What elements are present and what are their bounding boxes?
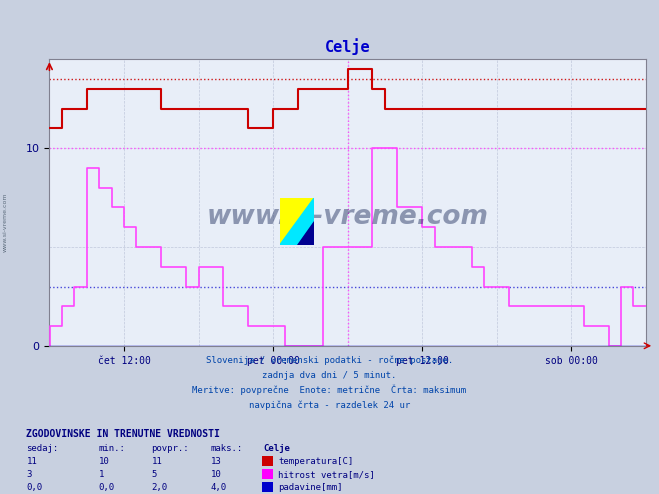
Text: navpična črta - razdelek 24 ur: navpična črta - razdelek 24 ur (249, 400, 410, 410)
Text: 3: 3 (26, 470, 32, 479)
Text: 5: 5 (152, 470, 157, 479)
Text: 11: 11 (152, 457, 162, 466)
Polygon shape (297, 221, 314, 245)
Text: hitrost vetra[m/s]: hitrost vetra[m/s] (278, 470, 375, 479)
Text: 0,0: 0,0 (26, 483, 42, 492)
Text: 0,0: 0,0 (99, 483, 115, 492)
Text: padavine[mm]: padavine[mm] (278, 483, 343, 492)
Text: temperatura[C]: temperatura[C] (278, 457, 353, 466)
Title: Celje: Celje (325, 39, 370, 55)
Text: Meritve: povprečne  Enote: metrične  Črta: maksimum: Meritve: povprečne Enote: metrične Črta:… (192, 384, 467, 395)
Text: 13: 13 (211, 457, 221, 466)
Text: Slovenija / vremenski podatki - ročne postaje.: Slovenija / vremenski podatki - ročne po… (206, 356, 453, 365)
Text: www.si-vreme.com: www.si-vreme.com (207, 204, 488, 230)
Polygon shape (280, 198, 314, 245)
Text: maks.:: maks.: (211, 444, 243, 453)
Text: min.:: min.: (99, 444, 126, 453)
Text: ZGODOVINSKE IN TRENUTNE VREDNOSTI: ZGODOVINSKE IN TRENUTNE VREDNOSTI (26, 429, 220, 439)
Text: Celje: Celje (264, 444, 291, 453)
Text: zadnja dva dni / 5 minut.: zadnja dva dni / 5 minut. (262, 371, 397, 380)
Text: 10: 10 (211, 470, 221, 479)
Text: 10: 10 (99, 457, 109, 466)
Text: www.si-vreme.com: www.si-vreme.com (3, 193, 8, 252)
Text: povpr.:: povpr.: (152, 444, 189, 453)
Text: 1: 1 (99, 470, 104, 479)
Polygon shape (280, 198, 314, 245)
Text: 4,0: 4,0 (211, 483, 227, 492)
Text: 11: 11 (26, 457, 37, 466)
Text: sedaj:: sedaj: (26, 444, 59, 453)
Text: 2,0: 2,0 (152, 483, 167, 492)
